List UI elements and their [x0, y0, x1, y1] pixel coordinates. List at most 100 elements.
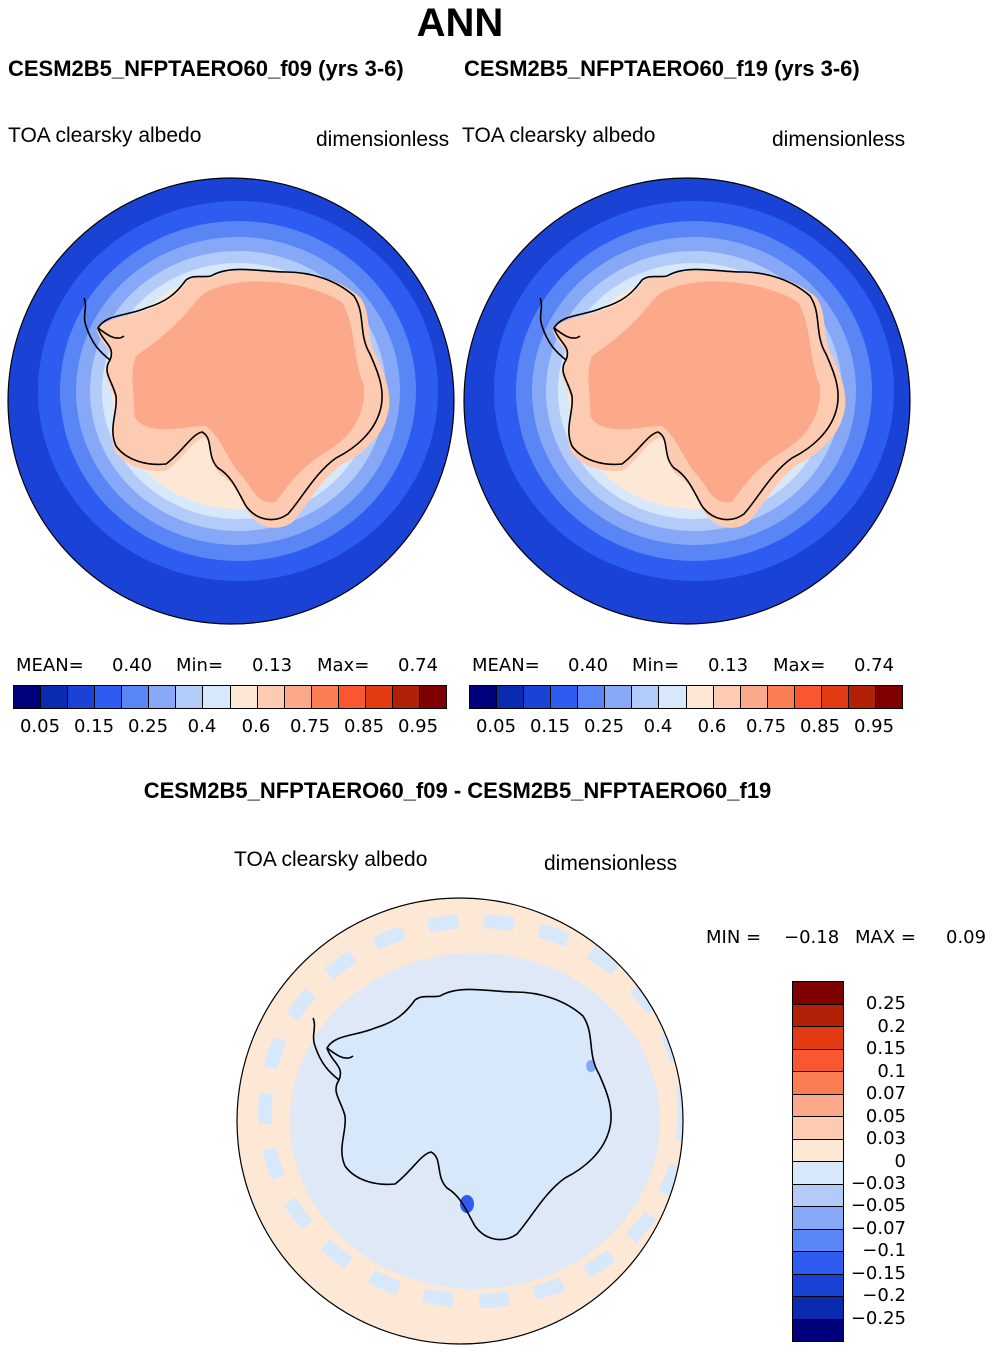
colorbar-tick-label: −0.05 — [850, 1195, 906, 1217]
difference-variable: TOA clearsky albedo — [234, 848, 428, 871]
colorbar-swatch — [793, 1049, 843, 1072]
colorbar-swatch — [149, 686, 177, 708]
map-left — [7, 177, 455, 625]
colorbar-swatch — [793, 1139, 843, 1162]
colorbar-swatch — [875, 686, 902, 708]
colorbar-swatch — [793, 1252, 843, 1275]
colorbar-swatch — [176, 686, 204, 708]
colorbar-left — [13, 685, 447, 709]
colorbar-tick-label: −0.07 — [850, 1217, 906, 1239]
difference-min-label: MIN = — [706, 927, 762, 948]
colorbar-swatch — [41, 686, 69, 708]
colorbar-swatch — [686, 686, 714, 708]
colorbar-swatch — [793, 1162, 843, 1185]
colorbar-swatch — [338, 686, 366, 708]
right-min-value: 0.13 — [708, 655, 749, 676]
difference-band-patchy — [258, 914, 683, 1308]
colorbar-swatch — [365, 686, 393, 708]
colorbar-swatch — [659, 686, 687, 708]
colorbar-tick-label: 0.85 — [343, 716, 385, 737]
difference-title: CESM2B5_NFPTAERO60_f09 - CESM2B5_NFPTAER… — [143, 778, 772, 803]
colorbar-swatch — [497, 686, 525, 708]
colorbar-tick-label: 0.05 — [865, 1105, 906, 1127]
colorbar-tick-label: 0.05 — [475, 716, 517, 737]
panel-left-case-title: CESM2B5_NFPTAERO60_f09 (yrs 3-6) — [8, 56, 404, 81]
colorbar-swatch — [821, 686, 849, 708]
colorbar-tick-label: 0.95 — [853, 716, 895, 737]
colorbar-tick-label: 0 — [894, 1150, 906, 1172]
colorbar-swatch — [793, 1274, 843, 1297]
colorbar-swatch — [793, 1094, 843, 1117]
colorbar-swatch — [203, 686, 231, 708]
ice-sheet-core — [588, 281, 821, 503]
colorbar-tick-label: 0.15 — [865, 1038, 906, 1060]
colorbar-tick-label: 0.1 — [877, 1060, 906, 1082]
coastline — [97, 268, 383, 521]
colorbar-tick-label: 0.6 — [697, 716, 727, 737]
colorbar-swatch — [524, 686, 552, 708]
colorbar-swatch — [793, 1297, 843, 1320]
colorbar-tick-label: 0.2 — [877, 1015, 906, 1037]
colorbar-swatch — [740, 686, 768, 708]
colorbar-tick-label: 0.4 — [643, 716, 673, 737]
left-mean-value: 0.40 — [112, 655, 153, 676]
colorbar-swatch — [793, 982, 843, 1005]
colorbar-swatch — [230, 686, 258, 708]
panel-left-variable: TOA clearsky albedo — [8, 124, 202, 147]
colorbar-swatch — [793, 1004, 843, 1027]
ice-sheet-core — [132, 281, 365, 503]
difference-land — [327, 989, 612, 1240]
colorbar-swatch — [578, 686, 606, 708]
right-max-value: 0.74 — [854, 655, 895, 676]
colorbar-tick-label: 0.25 — [127, 716, 169, 737]
colorbar-tick-label: 0.15 — [73, 716, 115, 737]
right-min-label: Min= — [632, 655, 680, 676]
colorbar-swatch — [793, 1027, 843, 1050]
colorbar-tick-label: 0.25 — [865, 993, 906, 1015]
colorbar-tick-label: −0.25 — [850, 1307, 906, 1329]
map-right — [463, 177, 911, 625]
colorbar-swatch — [14, 686, 42, 708]
colorbar-swatch — [848, 686, 876, 708]
difference-min-value: −0.18 — [784, 927, 840, 948]
colorbar-swatch — [767, 686, 795, 708]
colorbar-right — [469, 685, 903, 709]
peninsula-coastline — [83, 297, 125, 361]
colorbar-swatch — [551, 686, 579, 708]
colorbar-tick-label: 0.15 — [529, 716, 571, 737]
colorbar-swatch — [284, 686, 312, 708]
difference-hotspot — [460, 1195, 474, 1213]
right-max-label: Max= — [773, 655, 826, 676]
colorbar-tick-label: 0.03 — [865, 1128, 906, 1150]
difference-colorbar — [792, 981, 844, 1342]
panel-right-case-title: CESM2B5_NFPTAERO60_f19 (yrs 3-6) — [464, 56, 860, 81]
difference-max-label: MAX = — [855, 927, 916, 948]
colorbar-swatch — [632, 686, 660, 708]
colorbar-swatch — [419, 686, 446, 708]
peninsula-coastline — [539, 297, 581, 361]
colorbar-tick-label: 0.95 — [397, 716, 439, 737]
colorbar-tick-label: −0.15 — [850, 1262, 906, 1284]
colorbar-swatch — [793, 1319, 843, 1341]
colorbar-swatch — [95, 686, 123, 708]
colorbar-tick-label: 0.4 — [187, 716, 217, 737]
panel-right-variable: TOA clearsky albedo — [462, 124, 656, 147]
colorbar-tick-label: 0.75 — [289, 716, 331, 737]
colorbar-tick-label: 0.75 — [745, 716, 787, 737]
left-mean-label: MEAN= — [16, 655, 84, 676]
panel-left-units: dimensionless — [316, 128, 450, 151]
left-min-label: Min= — [176, 655, 224, 676]
colorbar-swatch — [68, 686, 96, 708]
colorbar-swatch — [257, 686, 285, 708]
left-min-value: 0.13 — [252, 655, 293, 676]
coastline — [553, 268, 839, 521]
colorbar-tick-label: −0.03 — [850, 1172, 906, 1194]
colorbar-swatch — [311, 686, 339, 708]
left-max-label: Max= — [317, 655, 370, 676]
colorbar-swatch — [793, 1117, 843, 1140]
colorbar-swatch — [793, 1229, 843, 1252]
colorbar-tick-label: −0.1 — [862, 1240, 906, 1262]
right-mean-value: 0.40 — [568, 655, 609, 676]
colorbar-swatch — [794, 686, 822, 708]
colorbar-tick-label: 0.6 — [241, 716, 271, 737]
